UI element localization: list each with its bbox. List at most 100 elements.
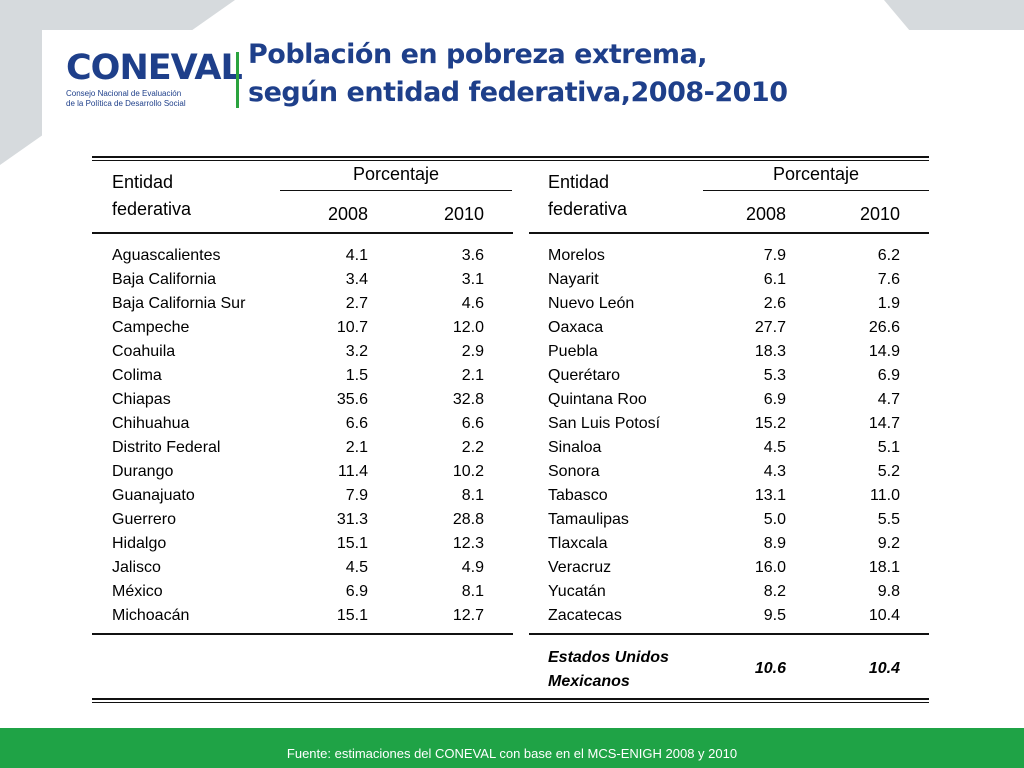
right-row-entity: Zacatecas [548, 607, 622, 624]
coneval-logo: CONEVAL Consejo Nacional de Evaluación d… [66, 48, 243, 110]
left-row-2010: 2.1 [461, 367, 484, 384]
total-2010: 10.4 [868, 660, 900, 677]
right-col-group: Porcentaje [772, 164, 860, 184]
left-row-entity: Distrito Federal [112, 439, 221, 456]
right-row-2008: 8.9 [763, 535, 786, 552]
title-line-2: según entidad federativa,2008-2010 [248, 77, 788, 108]
page-title: Población en pobreza extrema, según enti… [248, 36, 948, 112]
left-row-2008: 10.7 [336, 319, 368, 336]
right-col-2010: 2010 [859, 204, 900, 224]
right-row-entity: Veracruz [548, 559, 612, 576]
source-note: Fuente: estimaciones del CONEVAL con bas… [286, 746, 738, 761]
right-row-2010: 11.0 [870, 487, 900, 504]
table-bottom-rule-2 [92, 702, 929, 703]
left-row-2010: 8.1 [461, 487, 484, 504]
right-row-2010: 14.9 [868, 343, 900, 360]
right-row-2010: 5.1 [877, 439, 900, 456]
left-row-2010: 32.8 [452, 391, 484, 408]
header-banner [42, 30, 1024, 140]
right-row-2010: 6.2 [877, 247, 900, 264]
left-row-entity: Michoacán [112, 607, 190, 624]
left-col-entity-1: Entidad [112, 172, 174, 192]
right-row-2008: 18.3 [754, 343, 786, 360]
table-top-rule [92, 156, 929, 158]
logo-subtitle-1: Consejo Nacional de Evaluación [66, 89, 182, 98]
left-row-entity: Guerrero [112, 511, 177, 528]
left-row-2008: 6.9 [345, 583, 368, 600]
table-top-rule-2 [92, 160, 929, 161]
right-row-2010: 5.2 [877, 463, 900, 480]
right-row-entity: Morelos [548, 247, 605, 264]
left-row-2008: 35.6 [336, 391, 368, 408]
right-row-2008: 4.3 [763, 463, 786, 480]
logo-subtitle-2: de la Política de Desarrollo Social [66, 99, 186, 108]
total-2008: 10.6 [754, 660, 786, 677]
right-row-2010: 5.5 [877, 511, 900, 528]
left-row-entity: Chiapas [112, 391, 171, 408]
right-row-2008: 4.5 [763, 439, 786, 456]
left-row-2010: 2.9 [461, 343, 484, 360]
right-row-2010: 10.4 [868, 607, 900, 624]
right-row-entity: Nuevo León [548, 295, 635, 312]
left-row-2008: 2.7 [345, 295, 368, 312]
right-row-2010: 7.6 [877, 271, 900, 288]
right-row-2008: 6.1 [763, 271, 786, 288]
right-row-entity: Tamaulipas [548, 511, 629, 528]
left-row-2010: 12.3 [452, 535, 484, 552]
left-row-entity: Hidalgo [112, 535, 167, 552]
right-col-entity-1: Entidad [548, 172, 610, 192]
right-row-entity: Sinaloa [548, 439, 602, 456]
left-row-entity: Chihuahua [112, 415, 190, 432]
decor-corner-right [884, 0, 1024, 30]
left-row-2008: 15.1 [336, 535, 368, 552]
right-row-entity: San Luis Potosí [548, 415, 661, 432]
left-row-2010: 4.6 [461, 295, 484, 312]
total-label-2: Mexicanos [548, 673, 630, 690]
left-row-2008: 3.2 [345, 343, 368, 360]
right-row-2010: 18.1 [868, 559, 900, 576]
left-row-2008: 11.4 [338, 463, 368, 480]
right-row-2008: 7.9 [763, 247, 786, 264]
right-row-entity: Quintana Roo [548, 391, 647, 408]
left-row-2008: 31.3 [336, 511, 368, 528]
left-row-2008: 4.1 [345, 247, 368, 264]
left-bottom-rule [92, 633, 513, 635]
left-row-2010: 4.9 [461, 559, 484, 576]
footer-bar [0, 728, 1024, 768]
right-row-2010: 1.9 [877, 295, 900, 312]
left-col-entity-2: federativa [112, 199, 192, 219]
total-label-1: Estados Unidos [548, 649, 669, 666]
left-header-rule [92, 232, 513, 234]
right-row-2010: 9.2 [877, 535, 900, 552]
right-row-entity: Tlaxcala [548, 535, 608, 552]
left-row-2008: 3.4 [345, 271, 368, 288]
right-row-entity: Yucatán [548, 583, 606, 600]
left-col-2008: 2008 [327, 204, 368, 224]
right-row-entity: Sonora [548, 463, 600, 480]
left-row-2008: 15.1 [336, 607, 368, 624]
right-row-2008: 6.9 [763, 391, 786, 408]
title-line-1: Población en pobreza extrema, [248, 39, 708, 70]
left-row-2010: 12.7 [452, 607, 484, 624]
left-row-entity: Coahuila [112, 343, 176, 360]
right-col-entity-2: federativa [548, 199, 628, 219]
left-col-group: Porcentaje [352, 164, 440, 184]
left-row-entity: México [112, 583, 163, 600]
right-bottom-rule [529, 633, 929, 635]
left-row-entity: Colima [112, 367, 162, 384]
left-row-entity: Guanajuato [112, 487, 195, 504]
left-row-entity: Aguascalientes [112, 247, 221, 264]
right-col-2008: 2008 [745, 204, 786, 224]
right-row-2008: 15.2 [754, 415, 786, 432]
title-divider [236, 52, 239, 108]
left-row-2008: 2.1 [345, 439, 368, 456]
right-row-2008: 9.5 [763, 607, 786, 624]
left-row-2010: 6.6 [461, 415, 484, 432]
table-bottom-rule [92, 698, 929, 700]
logo-wordmark: CONEVAL [66, 48, 243, 88]
right-row-2010: 9.8 [877, 583, 900, 600]
left-row-2008: 1.5 [345, 367, 368, 384]
left-row-entity: Jalisco [112, 559, 161, 576]
left-row-2008: 7.9 [345, 487, 368, 504]
right-row-2010: 6.9 [877, 367, 900, 384]
